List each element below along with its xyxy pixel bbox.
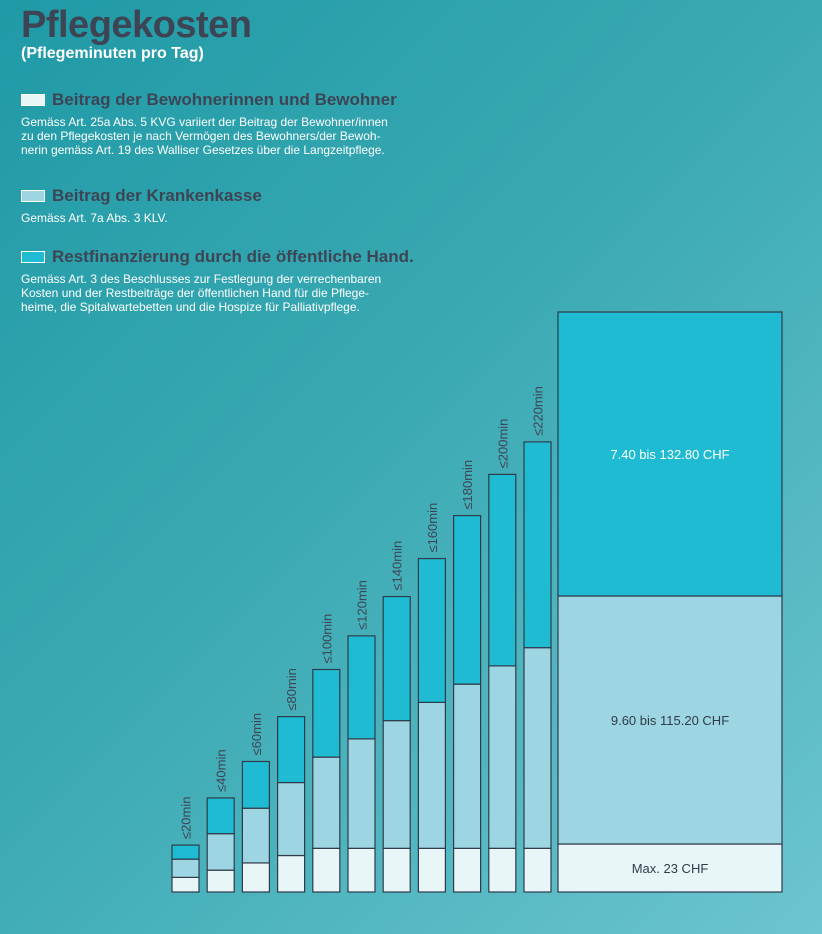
page-subtitle: (Pflegeminuten pro Tag)	[21, 45, 204, 62]
bar-category-label: ≤220min	[531, 386, 546, 436]
bar-segment-public	[417, 557, 446, 703]
bar-segment-resident	[347, 847, 376, 893]
summary-label: 9.60 bis 115.20 CHF	[611, 713, 729, 728]
bar-category-label: ≤120min	[355, 580, 370, 630]
summary-label: Max. 23 CHF	[632, 861, 709, 876]
bar-segment-public	[206, 797, 235, 835]
bar-category-label: ≤140min	[390, 541, 405, 591]
bar-segment-resident	[417, 847, 446, 893]
bar-segment-resident	[171, 876, 200, 893]
bar-segment-resident	[453, 847, 482, 893]
bar-segment-public	[382, 595, 411, 722]
page-title: Pflegekosten	[21, 4, 252, 46]
bar-segment-public	[277, 716, 306, 784]
legend-swatch-insurance	[21, 190, 45, 202]
bar-segment-resident	[488, 847, 517, 893]
bar-category-label: ≤180min	[460, 460, 475, 510]
bar-segment-public	[171, 844, 200, 860]
legend-desc-line: zu den Pflegekosten je nach Vermögen des…	[21, 129, 381, 143]
bar-category-label: ≤200min	[495, 419, 510, 469]
bar-segment-insurance	[171, 858, 200, 878]
bar-segment-insurance	[382, 720, 411, 849]
legend-desc-line: heime, die Spitalwartebetten und die Hos…	[21, 300, 360, 314]
legend-desc-insurance: Gemäss Art. 7a Abs. 3 KLV.	[21, 211, 451, 225]
legend-desc-resident: Gemäss Art. 25a Abs. 5 KVG variiert der …	[21, 115, 451, 157]
bar-segment-resident	[206, 869, 235, 893]
bar-segment-public	[453, 515, 482, 685]
legend-title-public: Restfinanzierung durch die öffentliche H…	[52, 247, 414, 266]
bar-segment-insurance	[347, 738, 376, 849]
bar-segment-resident	[277, 854, 306, 893]
legend-desc-public: Gemäss Art. 3 des Beschlusses zur Festle…	[21, 272, 451, 314]
legend-swatch-resident	[21, 94, 45, 106]
summary-segment-public	[557, 311, 783, 597]
bar-segment-resident	[312, 847, 341, 893]
summary-label: 7.40 bis 132.80 CHF	[610, 447, 729, 462]
summary-segment-resident	[557, 843, 783, 893]
bar-segment-insurance	[488, 665, 517, 849]
bar-segment-resident	[241, 862, 270, 893]
bar-segment-public	[241, 760, 270, 809]
bar-segment-insurance	[453, 683, 482, 849]
bar-segment-public	[488, 473, 517, 667]
bar-segment-insurance	[241, 807, 270, 864]
bar-category-label: ≤100min	[319, 614, 334, 664]
legend-desc-line: Gemäss Art. 3 des Beschlusses zur Festle…	[21, 272, 382, 286]
bar-segment-insurance	[206, 833, 235, 871]
legend-desc-line: nerin gemäss Art. 19 des Walliser Gesetz…	[21, 143, 385, 157]
legend-item-resident: Beitrag der Bewohnerinnen und Bewohner G…	[21, 90, 451, 157]
legend-title-resident: Beitrag der Bewohnerinnen und Bewohner	[52, 90, 397, 109]
bar-category-label: ≤40min	[214, 749, 229, 792]
bar-segment-insurance	[417, 701, 446, 849]
bar-segment-resident	[523, 847, 552, 893]
legend-desc-line: Gemäss Art. 25a Abs. 5 KVG variiert der …	[21, 115, 388, 129]
bar-category-label: ≤20min	[179, 797, 194, 840]
bar-segment-insurance	[312, 756, 341, 849]
bar-segment-public	[523, 441, 552, 649]
legend-desc-line: Gemäss Art. 7a Abs. 3 KLV.	[21, 211, 168, 225]
legend-desc-line: Kosten und der Restbeiträge der öffentli…	[21, 286, 369, 300]
legend-swatch-public	[21, 251, 45, 263]
bar-segment-resident	[382, 847, 411, 893]
legend-item-insurance: Beitrag der Krankenkasse Gemäss Art. 7a …	[21, 186, 451, 225]
legend-item-public: Restfinanzierung durch die öffentliche H…	[21, 247, 451, 314]
bar-segment-insurance	[523, 647, 552, 849]
bar-segment-public	[312, 668, 341, 758]
bar-category-label: ≤60min	[249, 713, 264, 756]
bar-segment-public	[347, 635, 376, 740]
bar-category-label: ≤160min	[425, 503, 440, 553]
bar-segment-insurance	[277, 781, 306, 857]
summary-segment-insurance	[557, 595, 783, 845]
legend-title-insurance: Beitrag der Krankenkasse	[52, 186, 262, 205]
bar-category-label: ≤80min	[284, 668, 299, 711]
